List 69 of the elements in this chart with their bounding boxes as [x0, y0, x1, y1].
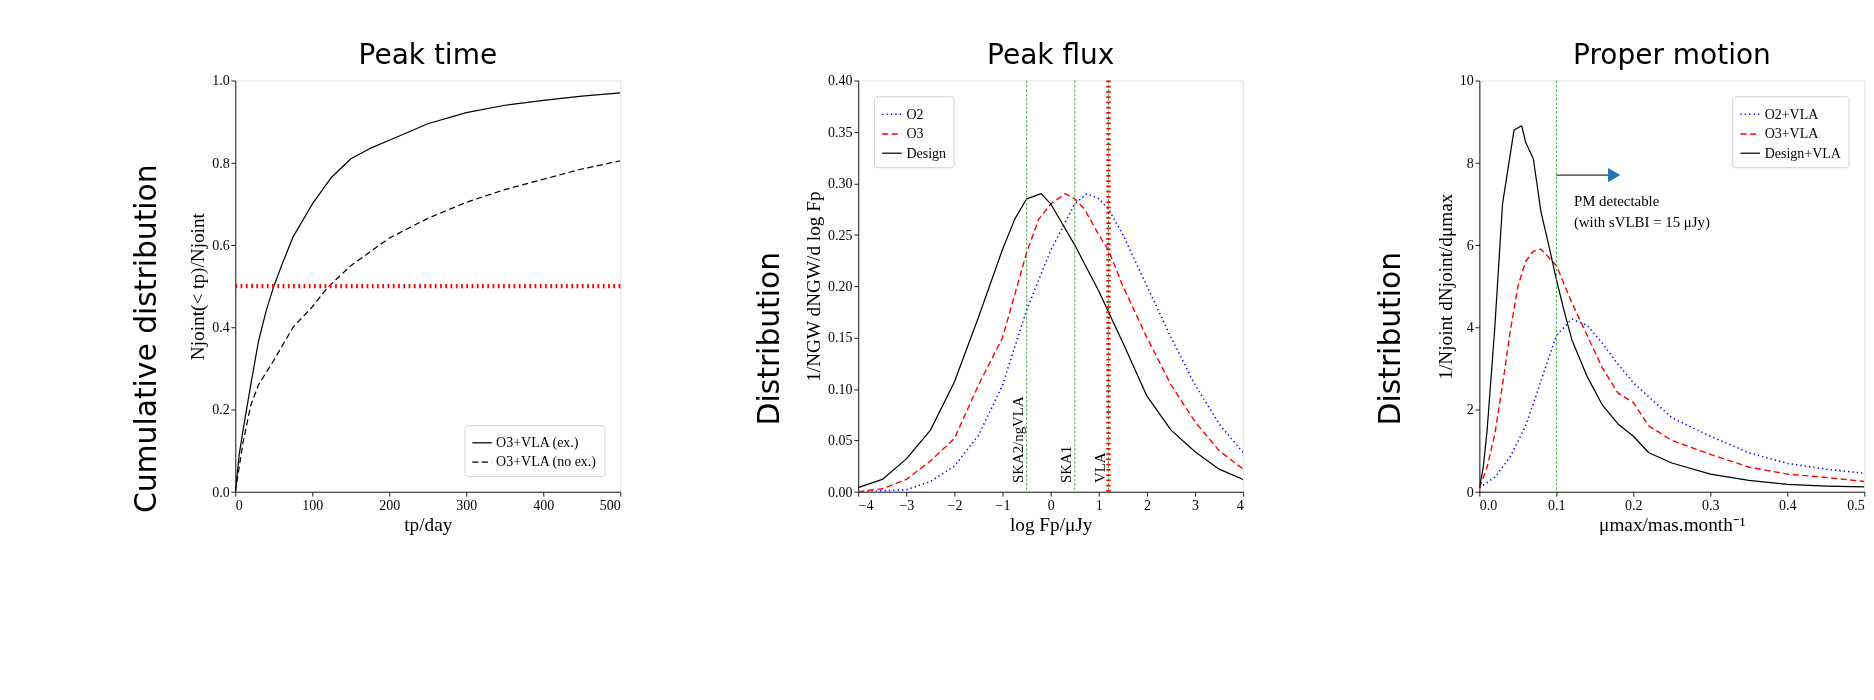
legend-label: O3+VLA (ex.) [496, 435, 579, 452]
y-tick-label: 0.40 [828, 73, 853, 89]
x-tick-label: 0.5 [1847, 497, 1865, 513]
y-tick-label: 0.00 [828, 484, 853, 500]
y-tick-label: 0.10 [828, 381, 853, 397]
y-tick-label: 0.2 [212, 402, 230, 418]
y-tick-label: 0.6 [212, 237, 230, 253]
x-tick-label: 100 [302, 497, 324, 513]
legend-label: Design [906, 145, 946, 161]
x-axis-title: tp/day [404, 513, 453, 535]
x-tick-label: 3 [1192, 497, 1200, 513]
text: Cumulative distribution [127, 164, 163, 513]
annotation: PM detectable [1573, 192, 1660, 209]
y-tick-label: 0.30 [828, 176, 853, 192]
x-tick-label: 0 [235, 497, 243, 513]
legend-label: O3+VLA [1764, 126, 1819, 142]
line-series [1479, 318, 1865, 489]
x-tick-label: 0.3 [1702, 497, 1720, 513]
text: Distribution [1371, 251, 1407, 426]
line-series [1479, 248, 1865, 489]
chart-title: Peak time [358, 37, 498, 71]
legend-label: O3 [906, 126, 924, 142]
text: Distribution [750, 251, 786, 426]
y-tick-label: 4 [1466, 320, 1474, 336]
y-tick-label: 10 [1459, 73, 1474, 89]
y-tick-label: 0.25 [828, 227, 853, 243]
x-tick-label: 0 [1047, 497, 1055, 513]
y-axis-title: 1/Njoint dNjoint/dμmax [1434, 193, 1456, 380]
x-tick-label: 200 [379, 497, 401, 513]
y-tick-label: 0 [1466, 484, 1474, 500]
y-axis-title: 1/NGW dNGW/d log Fp [803, 191, 825, 382]
x-tick-label: 0.0 [1479, 497, 1498, 513]
x-tick-label: 0.4 [1779, 497, 1797, 513]
y-tick-label: 2 [1466, 402, 1474, 418]
x-tick-label: −1 [995, 497, 1011, 513]
y-tick-label: 0.20 [828, 279, 853, 294]
x-tick-label: 4 [1236, 497, 1244, 513]
y-tick-label: 0.15 [828, 330, 853, 346]
x-tick-label: 500 [599, 497, 621, 513]
legend-label: Design+VLA [1764, 145, 1841, 161]
x-tick-label: −4 [858, 497, 874, 513]
y-tick-label: 0.8 [212, 155, 230, 171]
annotation: (with sVLBI = 15 μJy) [1573, 213, 1711, 231]
chart-title: Proper motion [1573, 37, 1771, 71]
y-tick-label: 6 [1466, 237, 1474, 253]
x-tick-label: 0.1 [1548, 497, 1566, 513]
y-tick-label: 0.0 [212, 484, 230, 500]
x-axis-title: log Fp/μJy [1009, 513, 1093, 535]
x-tick-label: 1 [1095, 497, 1103, 513]
ref-line-label: SKA1 [1058, 445, 1075, 484]
y-axis-title: Njoint(< tp)/Njoint [187, 212, 210, 361]
y-tick-label: 0.35 [828, 124, 853, 140]
y-tick-label: 0.05 [828, 433, 853, 449]
chart-title: Peak flux [987, 37, 1115, 71]
x-tick-label: −3 [899, 497, 915, 513]
y-tick-label: 0.4 [212, 320, 230, 336]
x-tick-label: −2 [947, 497, 963, 513]
ref-line-label: VLA [1091, 452, 1108, 484]
x-tick-label: 0.2 [1625, 497, 1643, 513]
y-tick-label: 1.0 [212, 73, 230, 89]
x-tick-label: 400 [533, 497, 555, 513]
legend-label: O2 [906, 106, 924, 122]
legend-label: O2+VLA [1764, 106, 1819, 122]
x-tick-label: 300 [456, 497, 478, 513]
ref-line-label: SKA2/ngVLA [1010, 396, 1027, 484]
y-tick-label: 8 [1466, 155, 1474, 171]
x-axis-title: μmax/mas.month⁻¹ [1599, 513, 1746, 535]
legend-label: O3+VLA (no ex.) [496, 454, 597, 471]
x-tick-label: 2 [1143, 497, 1151, 513]
